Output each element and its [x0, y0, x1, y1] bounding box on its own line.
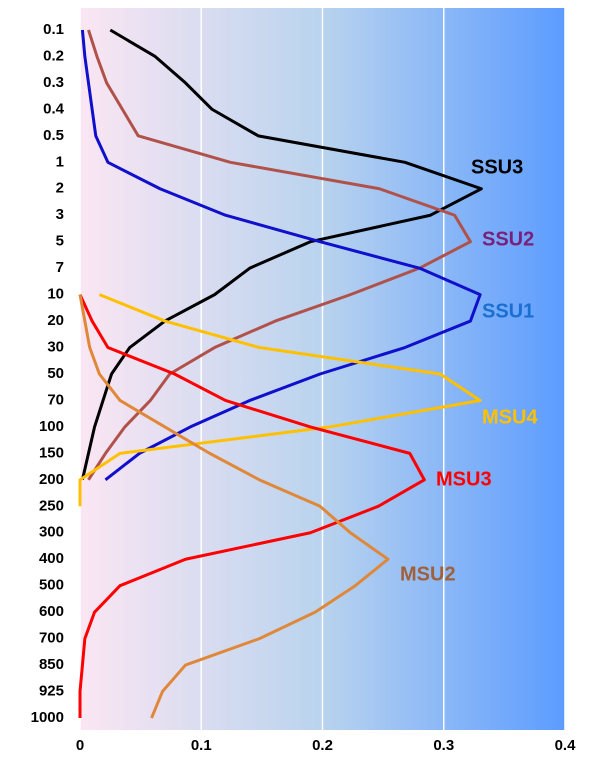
y-tick-label: 300 — [39, 524, 64, 541]
y-tick-label: 5 — [56, 233, 64, 250]
series-label: MSU3 — [436, 468, 492, 490]
series-label: MSU2 — [400, 563, 456, 585]
series-line — [80, 28, 483, 481]
y-tick-label: 0.3 — [43, 74, 64, 91]
x-tick-label: 0.3 — [433, 737, 454, 754]
x-tick-label: 0.1 — [191, 737, 212, 754]
y-tick-label: 850 — [39, 656, 64, 673]
y-tick-label: 1000 — [31, 709, 64, 726]
series-line — [78, 293, 482, 507]
y-tick-label: 250 — [39, 497, 64, 514]
series-line — [78, 293, 426, 718]
x-tick-label: 0 — [76, 737, 84, 754]
series-label: SSU2 — [482, 228, 534, 250]
y-tick-label: 150 — [39, 444, 64, 461]
y-tick-label: 0.5 — [43, 127, 64, 144]
y-tick-label: 30 — [47, 339, 64, 356]
series-label: MSU4 — [482, 406, 538, 428]
y-tick-label: 100 — [39, 418, 64, 435]
y-tick-label: 200 — [39, 471, 64, 488]
y-tick-label: 50 — [47, 365, 64, 382]
y-tick-label: 600 — [39, 603, 64, 620]
y-tick-label: 0.1 — [43, 21, 64, 38]
x-tick-label: 0.2 — [312, 737, 333, 754]
y-tick-label: 70 — [47, 391, 64, 408]
y-tick-label: 10 — [47, 286, 64, 303]
series-line — [78, 294, 390, 719]
y-tick-label: 3 — [56, 206, 64, 223]
y-tick-label: 20 — [47, 312, 64, 329]
y-tick-label: 7 — [56, 259, 64, 276]
y-tick-label: 500 — [39, 577, 64, 594]
series-line — [87, 29, 472, 481]
series-label: SSU1 — [482, 300, 534, 322]
y-tick-label: 0.2 — [43, 47, 64, 64]
y-tick-label: 1 — [56, 153, 64, 170]
y-tick-label: 0.4 — [43, 100, 65, 117]
y-tick-label: 400 — [39, 550, 64, 567]
y-tick-label: 700 — [39, 630, 64, 647]
y-tick-label: 925 — [39, 683, 64, 700]
y-tick-label: 2 — [56, 180, 64, 197]
x-tick-label: 0.4 — [555, 737, 577, 754]
series-label: SSU3 — [471, 156, 523, 178]
